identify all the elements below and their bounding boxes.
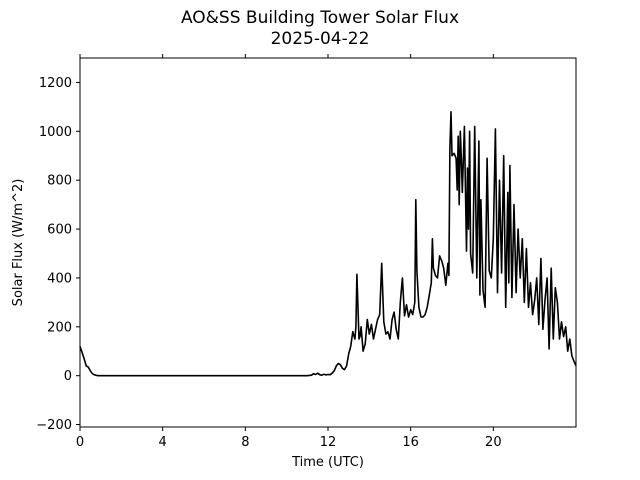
y-tick-label: 0 bbox=[64, 369, 72, 384]
y-tick-label: 800 bbox=[47, 174, 72, 189]
y-tick-label: −200 bbox=[36, 418, 72, 433]
x-tick-label: 8 bbox=[241, 435, 249, 450]
y-tick-label: 1000 bbox=[39, 125, 72, 140]
x-tick-label: 0 bbox=[76, 435, 84, 450]
chart-subtitle: 2025-04-22 bbox=[270, 29, 370, 49]
chart-title: AO&SS Building Tower Solar Flux bbox=[180, 8, 460, 28]
x-tick-label: 16 bbox=[402, 435, 419, 450]
solar-flux-line bbox=[79, 111, 577, 377]
y-tick-label: 200 bbox=[47, 320, 72, 335]
plot-frame bbox=[79, 57, 577, 428]
x-axis-label: Time (UTC) bbox=[291, 455, 364, 470]
x-tick-label: 20 bbox=[485, 435, 502, 450]
y-axis-label: Solar Flux (W/m^2) bbox=[11, 179, 26, 307]
y-tick-label: 600 bbox=[47, 223, 72, 238]
y-tick-label: 1200 bbox=[39, 76, 72, 91]
y-tick-label: 400 bbox=[47, 271, 72, 286]
x-tick-label: 12 bbox=[320, 435, 337, 450]
x-tick-label: 4 bbox=[159, 435, 167, 450]
